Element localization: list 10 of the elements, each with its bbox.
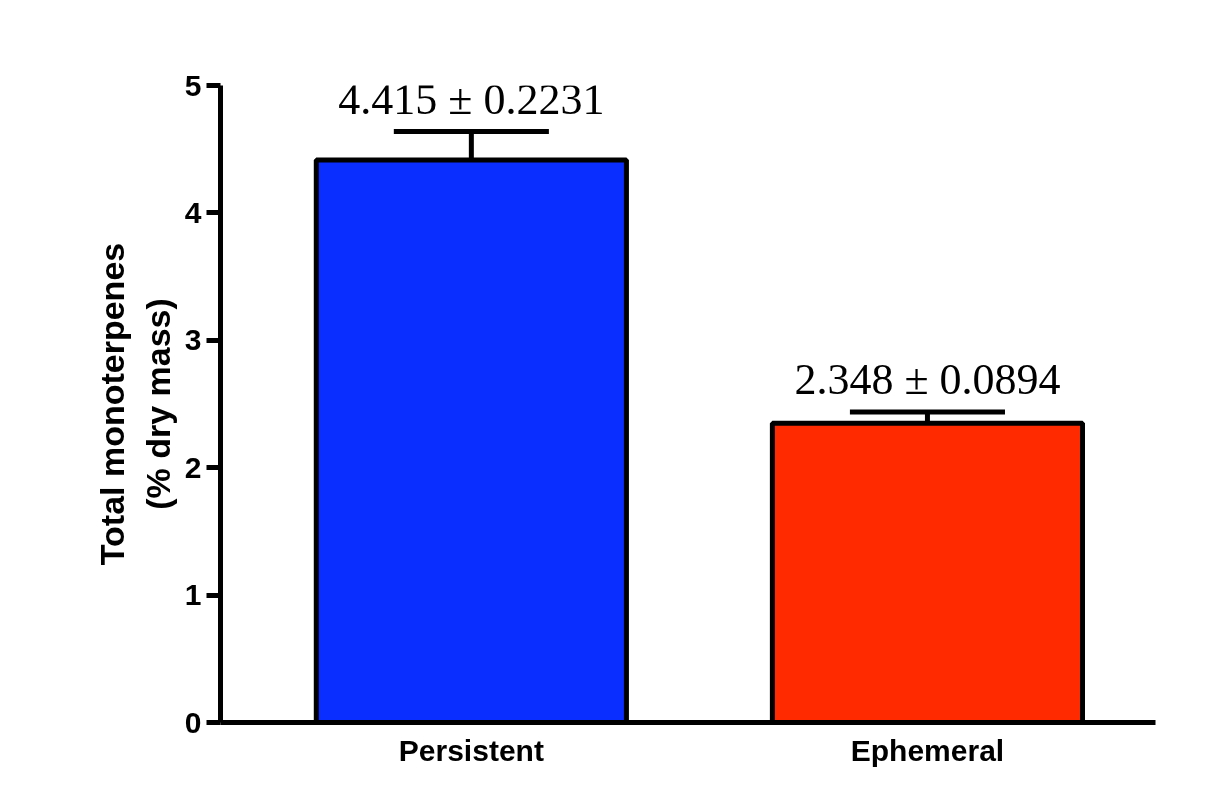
y-tick-label: 0: [184, 705, 202, 739]
x-tick-label: Persistent: [398, 733, 544, 767]
y-tick-label: 1: [184, 578, 202, 612]
y-tick-label: 4: [184, 195, 202, 229]
data-label: 2.348 ± 0.0894: [794, 354, 1061, 404]
y-axis-title: Total monoterpenes (% dry mass): [93, 242, 177, 566]
y-tick-label: 5: [184, 68, 202, 102]
y-tick-label: 3: [184, 323, 202, 357]
x-tick-label: Ephemeral: [850, 733, 1005, 767]
y-tick-label: 2: [184, 450, 202, 484]
